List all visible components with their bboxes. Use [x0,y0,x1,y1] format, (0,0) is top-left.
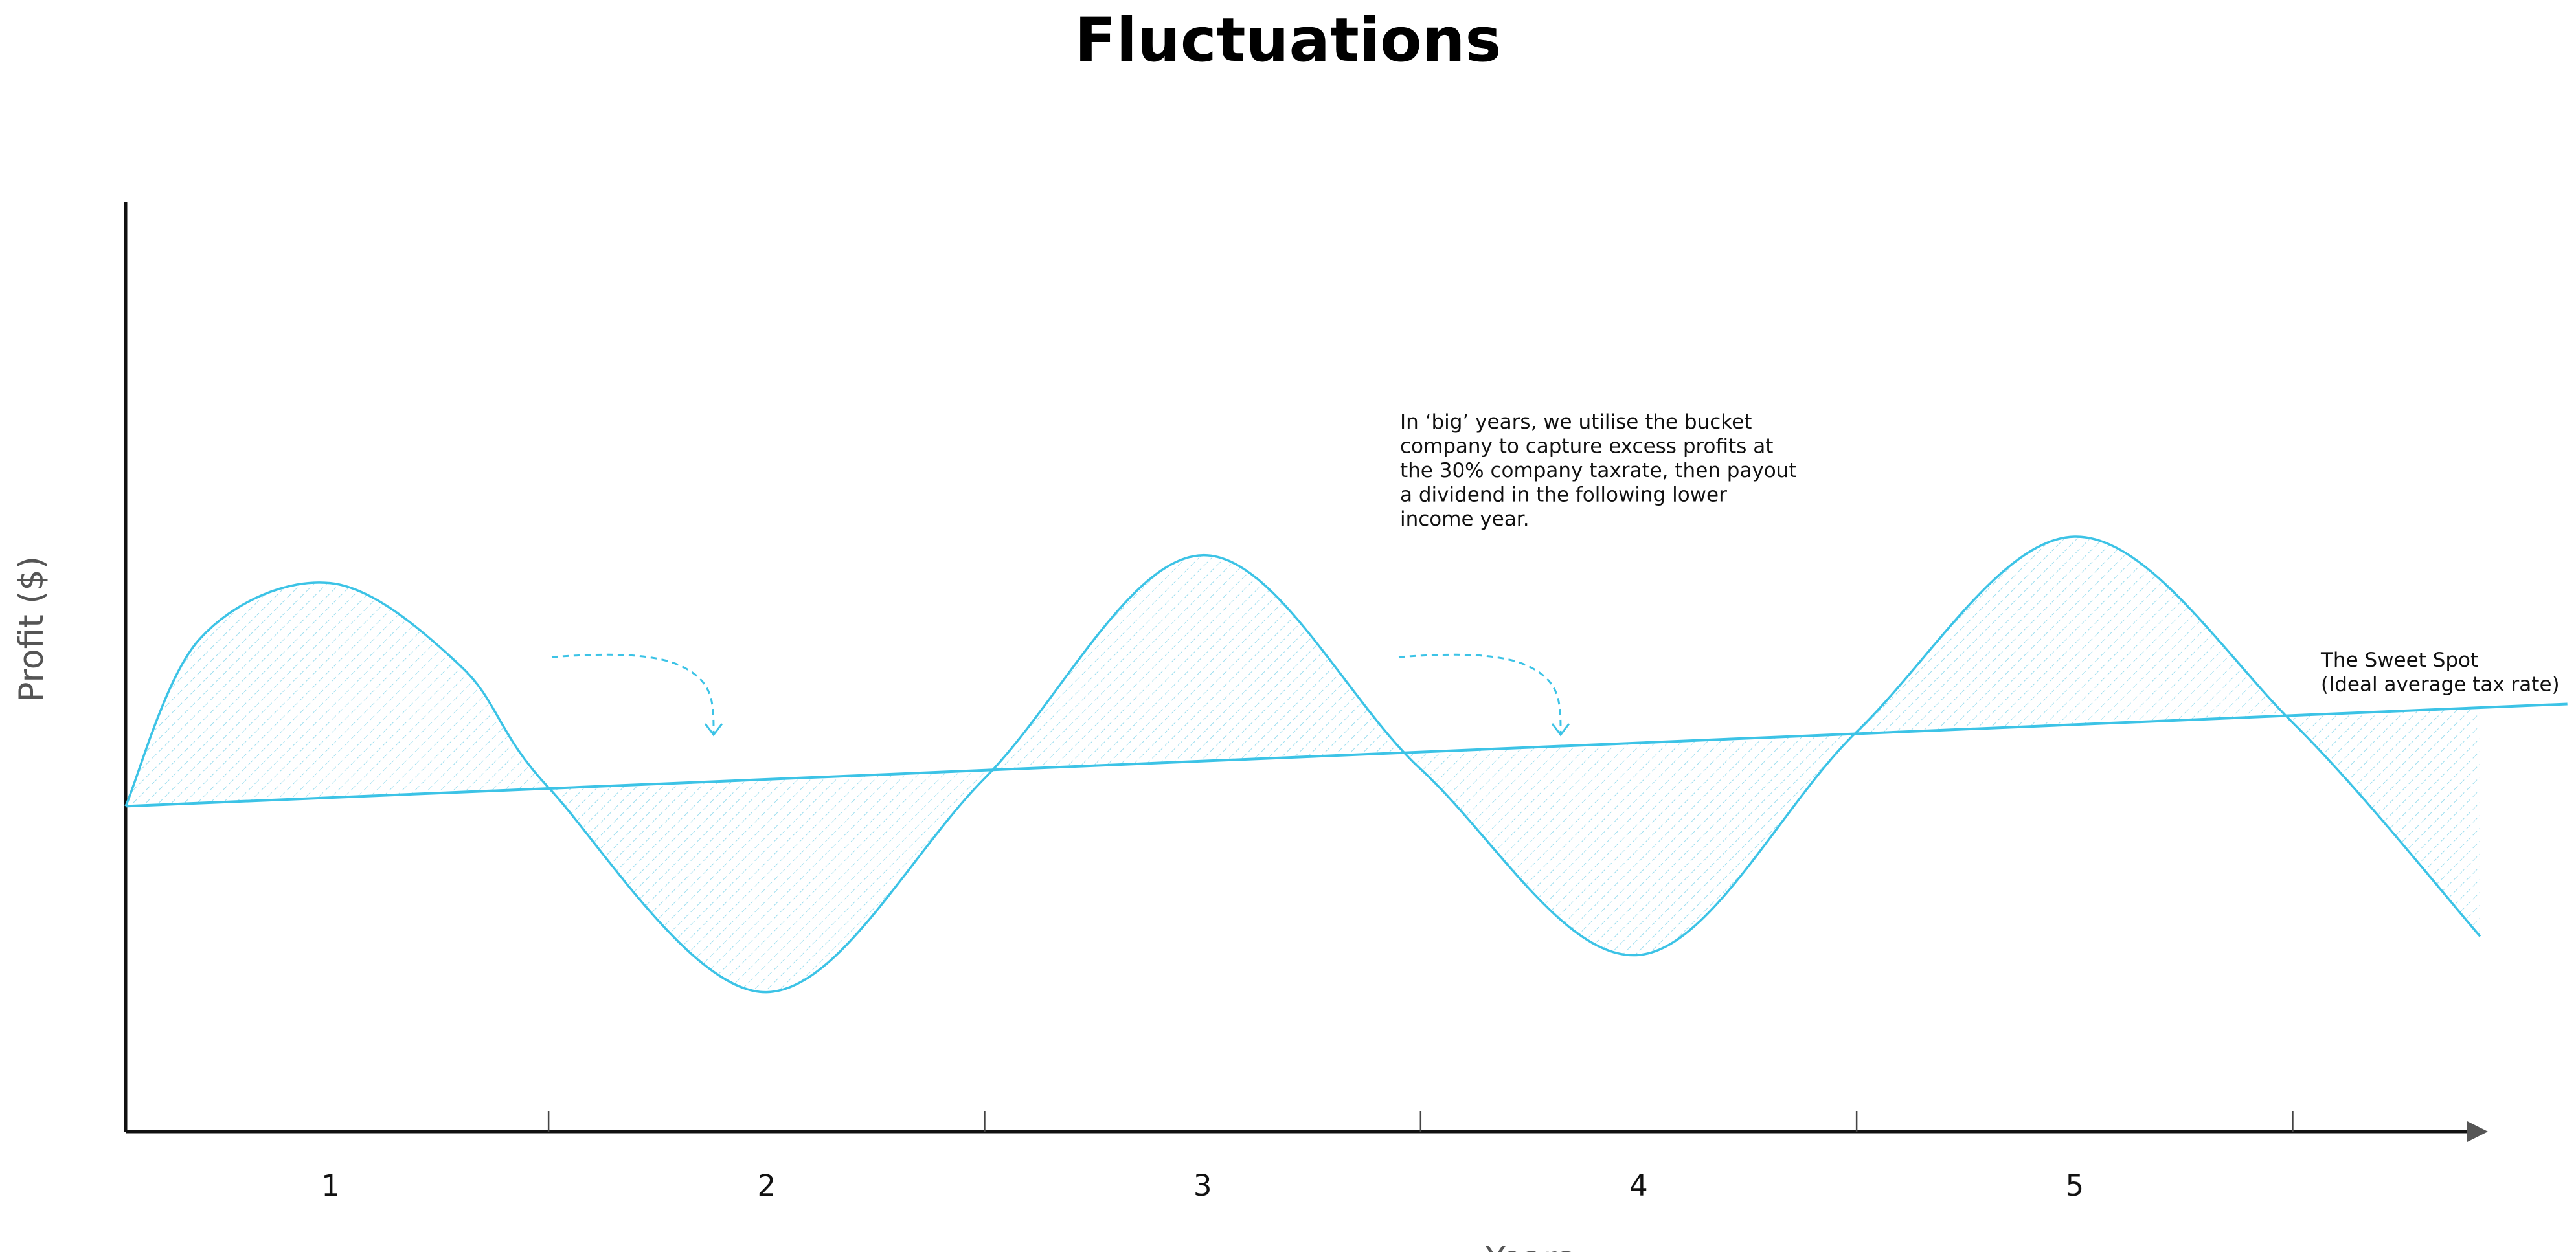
x-axis-arrowhead [2467,1121,2488,1142]
bucket-note-line: income year. [1400,508,1530,531]
x-tick-label: 4 [1629,1168,1648,1203]
bucket-note-line: company to capture excess profits at [1400,435,1773,458]
x-tick-label: 1 [321,1168,340,1203]
chart-title: Fluctuations [1074,5,1502,76]
sweet-spot-note-line: The Sweet Spot [2320,649,2478,672]
y-axis-label: Profit ($) [12,556,51,702]
dashed-arrow-2 [1398,653,1562,734]
dashed-arrow-1-head [704,723,723,737]
x-tick-label: 3 [1193,1168,1212,1203]
hatched-area [126,536,2480,992]
x-tick-label: 2 [757,1168,776,1203]
bucket-note-line: a dividend in the following lower [1400,484,1727,507]
x-axis-label: Years [1485,1240,1574,1252]
x-tick-label: 5 [2065,1168,2084,1203]
bucket-note-line: In ‘big’ years, we utilise the bucket [1400,410,1752,434]
dashed-arrow-1 [551,653,715,734]
dashed-arrow-2-head [1551,723,1570,737]
sweet-spot-line [125,702,2568,808]
bucket-note-line: the 30% company taxrate, then payout [1400,459,1797,482]
sweet-spot-note-line: (Ideal average tax rate) [2321,673,2560,697]
profit-curve [124,535,2481,994]
